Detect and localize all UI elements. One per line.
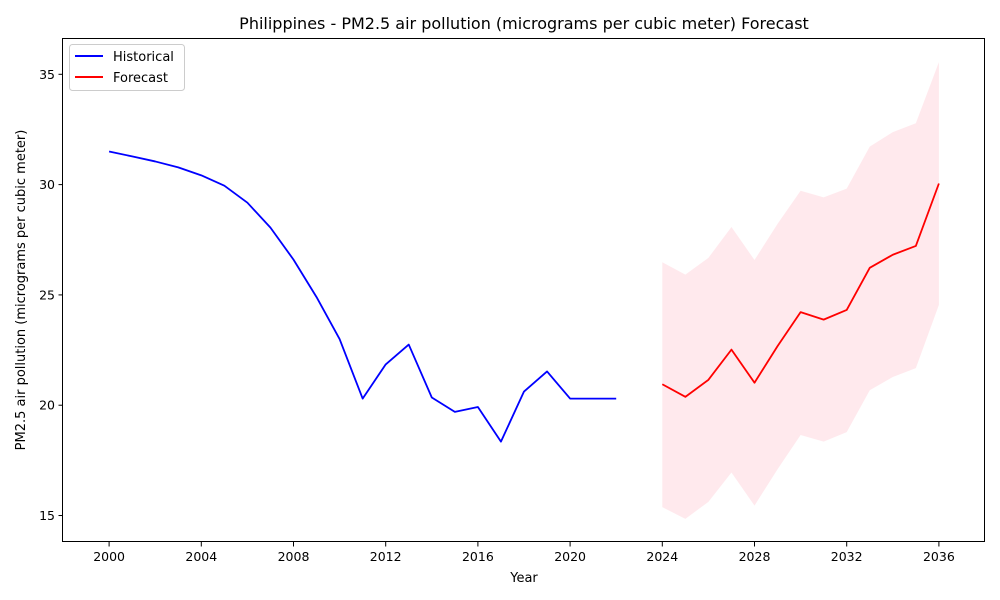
y-tick-label-25: 25 <box>39 287 55 302</box>
x-tick-label-2016: 2016 <box>462 549 494 564</box>
x-tick-label-2032: 2032 <box>831 549 863 564</box>
data-point-historical-2016 <box>476 405 480 409</box>
x-tick-label-2000: 2000 <box>93 549 125 564</box>
x-tick-label-2020: 2020 <box>554 549 586 564</box>
data-point-forecast-2034 <box>891 253 895 257</box>
x-tick-label-2028: 2028 <box>739 549 771 564</box>
data-point-historical-2000 <box>107 150 111 154</box>
y-tick-label-15: 15 <box>39 508 55 523</box>
data-point-historical-2020 <box>568 397 572 401</box>
legend-label-historical: Historical <box>113 50 174 65</box>
data-point-forecast-2030 <box>799 310 803 314</box>
x-tick-label-2024: 2024 <box>646 549 678 564</box>
data-point-historical-2014 <box>430 396 434 400</box>
data-point-historical-2005 <box>222 184 226 188</box>
data-point-historical-2022 <box>614 397 618 401</box>
data-point-historical-2013 <box>407 343 411 347</box>
x-tick-label-2036: 2036 <box>923 549 955 564</box>
data-point-historical-2019 <box>545 369 549 373</box>
legend-label-forecast: Forecast <box>113 71 168 86</box>
data-point-historical-2002 <box>153 159 157 163</box>
data-point-historical-2006 <box>245 201 249 205</box>
data-point-forecast-2029 <box>776 344 780 348</box>
data-point-historical-2008 <box>292 258 296 262</box>
series-line-historical <box>108 150 617 443</box>
data-point-historical-2012 <box>384 362 388 366</box>
data-point-forecast-2036 <box>937 182 941 186</box>
legend: Historical Forecast <box>69 44 185 91</box>
data-point-historical-2004 <box>199 173 203 177</box>
series-lines-layer <box>107 150 941 444</box>
data-point-forecast-2033 <box>868 266 872 270</box>
y-axis: 15 20 25 30 35 <box>39 67 63 523</box>
x-tick-label-2008: 2008 <box>278 549 310 564</box>
x-tick-label-2012: 2012 <box>370 549 402 564</box>
data-point-historical-2010 <box>338 337 342 341</box>
y-tick-label-30: 30 <box>39 177 55 192</box>
data-point-forecast-2035 <box>914 244 918 248</box>
x-tick-label-2004: 2004 <box>185 549 217 564</box>
data-point-historical-2009 <box>315 295 319 299</box>
y-tick-label-20: 20 <box>39 398 55 413</box>
data-point-forecast-2025 <box>683 395 687 399</box>
data-point-forecast-2031 <box>822 318 826 322</box>
data-point-historical-2003 <box>176 165 180 169</box>
data-point-historical-2018 <box>522 390 526 394</box>
plot-frame <box>62 38 985 542</box>
data-point-historical-2017 <box>499 440 503 444</box>
data-point-historical-2001 <box>130 154 134 158</box>
data-point-forecast-2027 <box>729 348 733 352</box>
y-tick-label-35: 35 <box>39 67 55 82</box>
series-line-forecast <box>661 183 940 398</box>
data-point-forecast-2026 <box>706 378 710 382</box>
data-point-forecast-2032 <box>845 308 849 312</box>
data-point-historical-2011 <box>361 397 365 401</box>
data-point-forecast-2028 <box>753 381 757 385</box>
chart-title: Philippines - PM2.5 air pollution (micro… <box>239 14 809 33</box>
y-axis-title: PM2.5 air pollution (micrograms per cubi… <box>14 130 29 451</box>
forecast-confidence-band <box>662 62 939 519</box>
x-axis: 2000 2004 2008 2012 2016 2020 2024 2028 2032 2036 <box>93 542 955 564</box>
data-point-historical-2021 <box>591 397 595 401</box>
data-point-historical-2007 <box>268 226 272 230</box>
x-axis-title: Year <box>509 571 538 586</box>
confidence-band-layer <box>662 62 939 519</box>
data-point-historical-2015 <box>453 410 457 414</box>
data-point-forecast-2024 <box>660 382 664 386</box>
